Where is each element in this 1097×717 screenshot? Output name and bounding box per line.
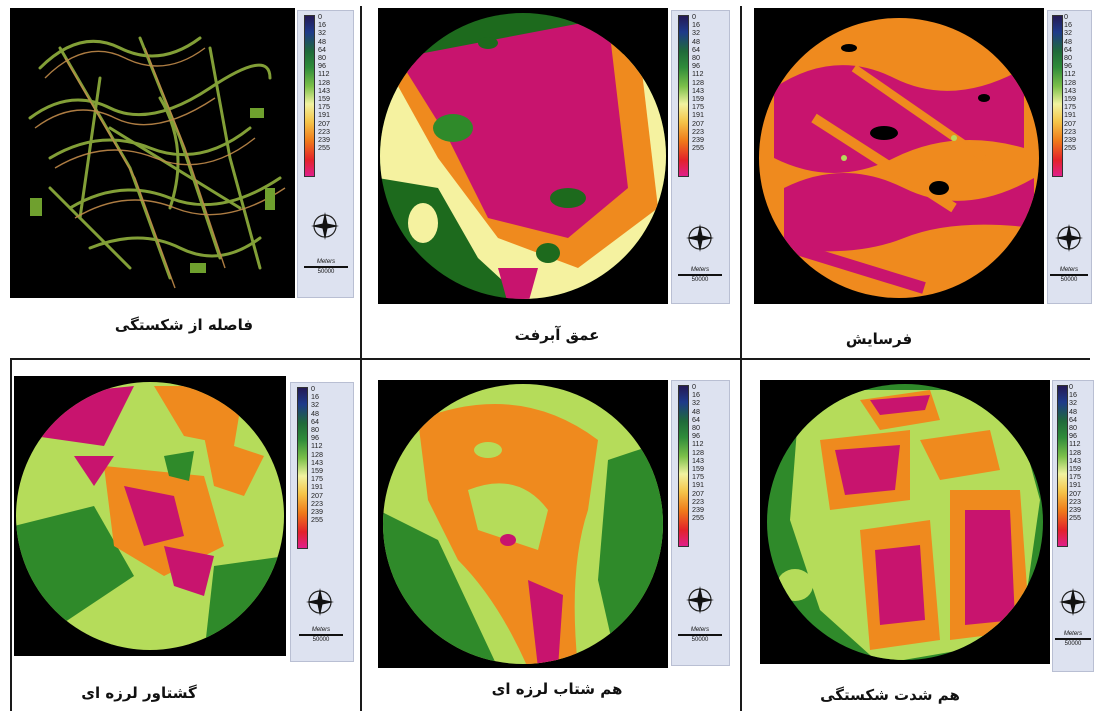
scale-bar: Meters 50000 (678, 627, 722, 643)
legend-fault-distance: 0 16 32 48 64 80 96 112 128 143 159 175 191 207 223 239… (297, 10, 354, 298)
erosion-map (754, 8, 1044, 304)
color-ramp (1057, 385, 1068, 547)
map-alluvium-depth (378, 8, 668, 304)
map-fault-distance (10, 8, 295, 298)
map-fracture-intensity (760, 380, 1050, 664)
scale-bar: Meters 50000 (304, 259, 348, 275)
legend-erosion: 0 16 32 48 64 80 96 112 128 143 159 175 191 207 223 239… (1047, 10, 1092, 304)
legend-ticks: 0 16 32 48 64 80 96 112 128 143 159 175 191 207 223 239… (692, 382, 704, 523)
panel-seismic-moment: 0 16 32 48 64 80 96 112 128 143 159 175 191 207 223 239… (14, 376, 358, 712)
scale-bar: Meters 50000 (299, 627, 343, 643)
grid-border-left (10, 358, 12, 711)
seismic-moment-map (14, 376, 286, 656)
north-arrow-icon (686, 586, 714, 614)
color-ramp (678, 15, 689, 177)
legend-ticks: 0 16 32 48 64 80 96 112 128 143 159 175 191 207 223 239… (318, 12, 330, 153)
legend-seismic-moment: 0 16 32 48 64 80 96 112 128 143 159 175 191 207 223 239… (290, 382, 354, 662)
legend-iso-acceleration: 0 16 32 48 64 80 96 112 128 143 159 175 191 207 223 239… (671, 380, 730, 666)
legend-fracture-intensity: 0 16 32 48 64 80 96 112 128 143 159 175 191 207 223 239… (1052, 380, 1094, 672)
caption-iso-acceleration: هم شتاب لرزه ای (491, 680, 623, 698)
legend-ticks: 0 16 32 48 64 80 96 112 128 143 159 175 191 207 223 239… (311, 384, 323, 525)
panel-alluvium-depth: 0 16 32 48 64 80 96 112 128 143 159 175 191 207 223 239… (378, 8, 736, 356)
caption-erosion: فرسایش (845, 330, 913, 348)
color-ramp (1052, 15, 1063, 177)
scale-bar: Meters 50000 (1055, 631, 1091, 647)
map-seismic-moment (14, 376, 286, 656)
caption-seismic-moment: گشتاور لرزه ای (81, 684, 197, 702)
color-ramp (678, 385, 689, 547)
map-erosion (754, 8, 1044, 304)
caption-fracture-intensity: هم شدت شکستگی (820, 686, 960, 704)
north-arrow-icon (686, 224, 714, 252)
caption-fault-distance: فاصله از شکستگی (114, 316, 254, 334)
north-arrow-icon (311, 212, 339, 240)
legend-ticks: 0 16 32 48 64 80 96 112 128 143 159 175 191 207 223 239… (1064, 12, 1076, 153)
legend-ticks: 0 16 32 48 64 80 96 112 128 143 159 175 191 207 223 239… (1069, 382, 1081, 523)
iso-acceleration-map (378, 380, 668, 668)
north-arrow-icon (1059, 588, 1087, 616)
panel-fracture-intensity: 0 16 32 48 64 80 96 112 128 143 159 175 191 207 223 239… (760, 380, 1094, 712)
panel-erosion: 0 16 32 48 64 80 96 112 128 143 159 175 191 207 223 239… (754, 8, 1092, 356)
map-iso-acceleration (378, 380, 668, 668)
caption-alluvium-depth: عمق آبرفت (514, 326, 600, 344)
scale-bar: Meters 50000 (1050, 267, 1088, 283)
panel-iso-acceleration: 0 16 32 48 64 80 96 112 128 143 159 175 191 207 223 239… (378, 380, 736, 712)
legend-alluvium-depth: 0 16 32 48 64 80 96 112 128 143 159 175 191 207 223 239… (671, 10, 730, 304)
grid-divider-horizontal (10, 358, 1090, 360)
north-arrow-icon (1055, 224, 1083, 252)
scale-bar: Meters 50000 (678, 267, 722, 283)
alluvium-depth-map (378, 8, 668, 304)
fault-network-map (10, 8, 295, 298)
color-ramp (304, 15, 315, 177)
fracture-intensity-map (760, 380, 1050, 664)
panel-fault-distance: 0 16 32 48 64 80 96 112 128 143 159 175 191 207 223 239… (10, 8, 358, 356)
color-ramp (297, 387, 308, 549)
legend-ticks: 0 16 32 48 64 80 96 112 128 143 159 175 191 207 223 239… (692, 12, 704, 153)
north-arrow-icon (306, 588, 334, 616)
